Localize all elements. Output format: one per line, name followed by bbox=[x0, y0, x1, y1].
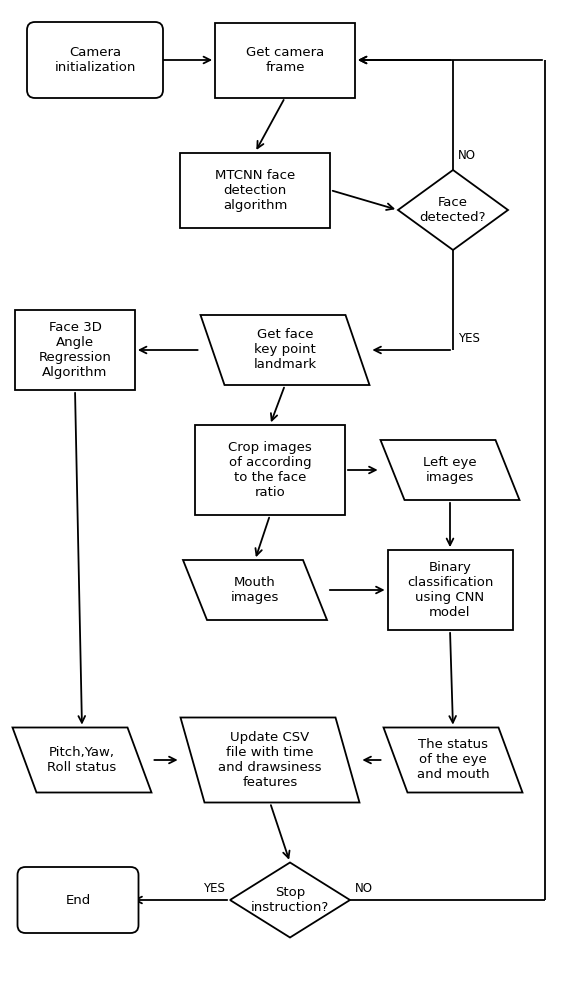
FancyBboxPatch shape bbox=[215, 23, 355, 97]
FancyBboxPatch shape bbox=[195, 425, 345, 515]
Text: End: End bbox=[65, 894, 91, 906]
FancyBboxPatch shape bbox=[180, 152, 330, 228]
FancyBboxPatch shape bbox=[15, 310, 135, 390]
FancyBboxPatch shape bbox=[27, 22, 163, 98]
Text: Face
detected?: Face detected? bbox=[420, 196, 486, 224]
Polygon shape bbox=[383, 728, 523, 792]
Text: Left eye
images: Left eye images bbox=[423, 456, 477, 484]
Text: Camera
initialization: Camera initialization bbox=[54, 46, 136, 74]
Text: NO: NO bbox=[458, 149, 476, 162]
Polygon shape bbox=[230, 862, 350, 938]
Text: YES: YES bbox=[458, 332, 480, 345]
Polygon shape bbox=[201, 315, 369, 385]
Text: Stop
instruction?: Stop instruction? bbox=[251, 886, 329, 914]
Text: Update CSV
file with time
and drawsiness
features: Update CSV file with time and drawsiness… bbox=[218, 731, 322, 789]
FancyBboxPatch shape bbox=[387, 550, 513, 630]
Polygon shape bbox=[13, 728, 151, 792]
Text: Face 3D
Angle
Regression
Algorithm: Face 3D Angle Regression Algorithm bbox=[39, 321, 112, 379]
FancyBboxPatch shape bbox=[17, 867, 139, 933]
Text: Crop images
of according
to the face
ratio: Crop images of according to the face rat… bbox=[228, 441, 312, 499]
Text: Binary
classification
using CNN
model: Binary classification using CNN model bbox=[407, 561, 493, 619]
Text: Get camera
frame: Get camera frame bbox=[246, 46, 324, 74]
Polygon shape bbox=[398, 170, 508, 250]
Text: YES: YES bbox=[203, 882, 225, 895]
Text: Pitch,Yaw,
Roll status: Pitch,Yaw, Roll status bbox=[47, 746, 117, 774]
Polygon shape bbox=[183, 560, 327, 620]
Text: Mouth
images: Mouth images bbox=[231, 576, 279, 604]
Polygon shape bbox=[380, 440, 520, 500]
Text: The status
of the eye
and mouth: The status of the eye and mouth bbox=[417, 738, 490, 782]
Polygon shape bbox=[180, 718, 360, 802]
Text: MTCNN face
detection
algorithm: MTCNN face detection algorithm bbox=[215, 169, 295, 211]
Text: Get face
key point
landmark: Get face key point landmark bbox=[253, 329, 317, 371]
Text: NO: NO bbox=[355, 882, 373, 895]
